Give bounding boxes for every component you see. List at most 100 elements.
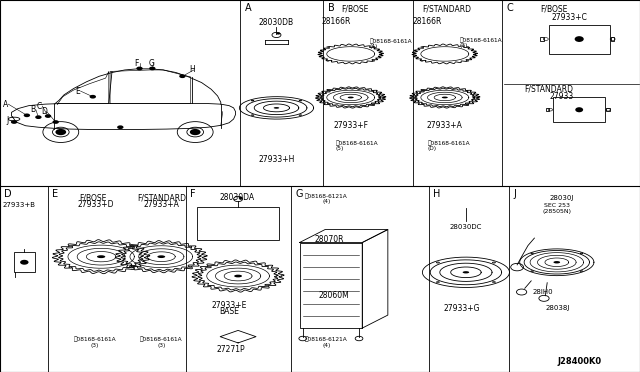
Text: D: D <box>4 189 12 199</box>
Ellipse shape <box>266 286 269 287</box>
Ellipse shape <box>348 97 354 98</box>
Ellipse shape <box>575 36 584 42</box>
Ellipse shape <box>422 104 424 105</box>
Ellipse shape <box>207 286 211 287</box>
Bar <box>611 37 614 41</box>
Ellipse shape <box>326 46 329 47</box>
Ellipse shape <box>554 261 560 263</box>
Text: Ⓝ08168-6161A: Ⓝ08168-6161A <box>335 140 378 146</box>
Text: Ⓝ08168-6161A: Ⓝ08168-6161A <box>140 336 182 342</box>
Text: F/STANDARD: F/STANDARD <box>137 193 186 202</box>
Circle shape <box>52 120 59 124</box>
Text: Ⓝ08168-6121A: Ⓝ08168-6121A <box>305 336 348 342</box>
Text: SEC 253: SEC 253 <box>544 203 570 208</box>
Text: J: J <box>513 189 516 199</box>
Circle shape <box>239 197 243 199</box>
Text: 28030DC: 28030DC <box>450 224 482 230</box>
Text: (3): (3) <box>157 343 166 348</box>
Text: 28038J: 28038J <box>546 305 570 311</box>
Ellipse shape <box>234 275 242 278</box>
Text: F: F <box>190 189 196 199</box>
Ellipse shape <box>97 255 105 258</box>
Text: 28IH0: 28IH0 <box>532 289 553 295</box>
Text: F/BOSE: F/BOSE <box>540 5 567 14</box>
Text: 27933+B: 27933+B <box>3 202 36 208</box>
Circle shape <box>149 67 156 70</box>
Text: 27933+G: 27933+G <box>444 304 481 313</box>
Text: Ⓝ08168-6121A: Ⓝ08168-6121A <box>305 193 348 199</box>
Text: F/STANDARD: F/STANDARD <box>525 85 573 94</box>
Text: A: A <box>3 100 8 109</box>
Text: 27933+E: 27933+E <box>211 301 247 310</box>
Ellipse shape <box>252 100 254 101</box>
Bar <box>546 108 548 111</box>
Bar <box>13 252 35 272</box>
Ellipse shape <box>463 271 469 273</box>
Text: C: C <box>507 3 514 13</box>
Ellipse shape <box>568 103 591 117</box>
Text: 27933+C: 27933+C <box>552 13 588 22</box>
Ellipse shape <box>436 282 440 283</box>
Text: E: E <box>52 189 59 199</box>
Text: H: H <box>189 65 195 74</box>
Ellipse shape <box>436 262 440 263</box>
Text: F/BOSE: F/BOSE <box>79 193 106 202</box>
Ellipse shape <box>372 46 375 47</box>
Circle shape <box>24 113 30 117</box>
Text: F: F <box>134 59 139 68</box>
Text: 28060M: 28060M <box>319 291 349 300</box>
Text: G: G <box>296 189 303 199</box>
Text: B: B <box>328 3 335 13</box>
Text: 27271P: 27271P <box>216 345 244 354</box>
Text: E: E <box>76 87 80 96</box>
Text: 27933+D: 27933+D <box>77 200 115 209</box>
Text: Ⓝ08168-6161A: Ⓝ08168-6161A <box>460 37 502 43</box>
Text: Ⓝ08168-6161A: Ⓝ08168-6161A <box>428 140 470 146</box>
Ellipse shape <box>130 267 133 268</box>
Text: F/BOSE: F/BOSE <box>342 5 369 14</box>
Ellipse shape <box>566 31 593 47</box>
Circle shape <box>35 115 42 119</box>
Bar <box>540 37 544 41</box>
Ellipse shape <box>131 246 134 247</box>
Circle shape <box>90 95 96 99</box>
Text: (3): (3) <box>460 43 468 48</box>
Ellipse shape <box>189 266 192 267</box>
Text: 27933+F: 27933+F <box>333 121 368 130</box>
Ellipse shape <box>558 27 600 51</box>
Ellipse shape <box>420 46 423 47</box>
Text: C: C <box>37 102 42 110</box>
Circle shape <box>117 125 124 129</box>
Ellipse shape <box>157 255 165 258</box>
Circle shape <box>276 32 280 35</box>
Ellipse shape <box>266 265 269 266</box>
Ellipse shape <box>492 262 495 263</box>
Ellipse shape <box>69 246 72 247</box>
Text: G: G <box>148 59 154 68</box>
Circle shape <box>20 260 29 265</box>
Text: J: J <box>6 116 9 125</box>
Bar <box>197 207 279 240</box>
Text: 28070R: 28070R <box>315 235 344 244</box>
Ellipse shape <box>372 90 374 91</box>
Text: 27933+H: 27933+H <box>259 155 294 164</box>
Ellipse shape <box>299 100 301 101</box>
Ellipse shape <box>466 90 468 91</box>
Ellipse shape <box>531 271 533 272</box>
Ellipse shape <box>328 104 330 105</box>
Text: Ⓝ08168-6161A: Ⓝ08168-6161A <box>370 38 413 44</box>
Bar <box>300 243 362 328</box>
Text: A: A <box>244 3 251 13</box>
Text: 28166R: 28166R <box>413 17 442 26</box>
Text: (D): (D) <box>428 146 436 151</box>
Ellipse shape <box>492 282 495 283</box>
Ellipse shape <box>69 267 72 268</box>
Circle shape <box>56 129 66 135</box>
Ellipse shape <box>207 265 211 266</box>
Text: (3): (3) <box>90 343 99 348</box>
Circle shape <box>179 74 186 78</box>
Text: J28400K0: J28400K0 <box>557 357 601 366</box>
Text: 27933+A: 27933+A <box>143 200 179 209</box>
Ellipse shape <box>274 107 279 109</box>
Text: (4): (4) <box>322 199 331 205</box>
